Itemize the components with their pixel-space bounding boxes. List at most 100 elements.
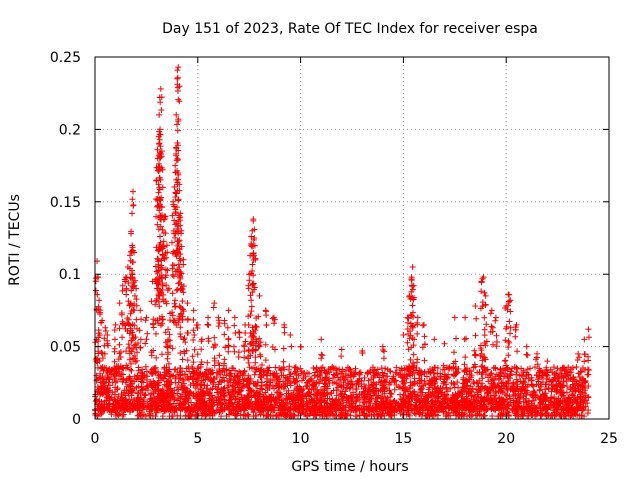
data-point (175, 170, 182, 177)
data-point (110, 406, 117, 413)
data-point (266, 395, 273, 402)
data-point (536, 401, 543, 408)
data-point (147, 369, 154, 376)
data-point (118, 311, 125, 318)
data-point (330, 371, 337, 378)
data-point (165, 360, 172, 367)
data-point (159, 394, 166, 401)
data-point (483, 321, 490, 328)
data-point (150, 365, 157, 372)
data-point (505, 338, 512, 345)
data-point (411, 410, 418, 417)
data-point (461, 368, 468, 375)
data-point (386, 381, 393, 388)
data-point (528, 377, 535, 384)
data-point (229, 364, 236, 371)
data-point (277, 389, 284, 396)
data-point (253, 390, 260, 397)
data-point (383, 399, 390, 406)
data-point (370, 372, 377, 379)
data-point (127, 381, 134, 388)
data-point (252, 359, 259, 366)
data-point (582, 351, 589, 358)
data-point (482, 356, 489, 363)
data-point (175, 116, 182, 123)
data-point (401, 379, 408, 386)
data-point (182, 384, 189, 391)
data-point-peak (359, 347, 366, 354)
data-point (181, 371, 188, 378)
data-point (118, 391, 125, 398)
data-point (347, 384, 354, 391)
data-point (421, 333, 428, 340)
data-point (337, 391, 344, 398)
x-tick-label: 20 (497, 431, 515, 447)
data-point (323, 370, 330, 377)
data-point (267, 379, 274, 386)
data-point (245, 353, 252, 360)
data-point-peak (205, 314, 212, 321)
data-point (253, 324, 260, 331)
data-point (502, 357, 509, 364)
data-point (174, 390, 181, 397)
data-point (224, 402, 231, 409)
data-point (114, 378, 121, 385)
data-point (311, 372, 318, 379)
data-point (116, 325, 123, 332)
data-point (286, 413, 293, 420)
data-point (226, 407, 233, 414)
data-point (166, 331, 173, 338)
data-point-peak (262, 307, 269, 314)
data-point (246, 277, 253, 284)
data-point (120, 371, 127, 378)
data-point (147, 396, 154, 403)
data-point-peak (157, 85, 164, 92)
data-point (368, 395, 375, 402)
data-point (329, 379, 336, 386)
data-point (582, 394, 589, 401)
data-point (310, 381, 317, 388)
data-point (524, 404, 531, 411)
data-point-peak (231, 314, 238, 321)
data-point (499, 365, 506, 372)
data-point (190, 359, 197, 366)
data-point (203, 411, 210, 418)
data-point (145, 383, 152, 390)
data-point (311, 408, 318, 415)
data-point (319, 412, 326, 419)
data-point (177, 286, 184, 293)
data-point (424, 412, 431, 419)
data-point (125, 279, 132, 286)
data-point (186, 368, 193, 375)
data-point-peak (297, 343, 304, 350)
data-point (298, 386, 305, 393)
data-point (177, 372, 184, 379)
data-point-peak (503, 303, 510, 310)
data-point (229, 383, 236, 390)
data-point (210, 409, 217, 416)
data-point (407, 372, 414, 379)
data-point (159, 316, 166, 323)
data-point (503, 325, 510, 332)
data-point (470, 401, 477, 408)
data-point (191, 331, 198, 338)
data-point (224, 324, 231, 331)
data-point (97, 390, 104, 397)
data-point (345, 380, 352, 387)
x-tick-label: 0 (91, 431, 100, 447)
data-point (356, 396, 363, 403)
data-point (529, 382, 536, 389)
data-point (176, 98, 183, 105)
data-point (159, 286, 166, 293)
data-point-peak (198, 336, 205, 343)
data-point (498, 410, 505, 417)
data-point (184, 375, 191, 382)
data-point (200, 373, 207, 380)
data-point (506, 318, 513, 325)
data-point-peak (116, 300, 123, 307)
data-point (543, 410, 550, 417)
data-point (313, 379, 320, 386)
data-point (173, 190, 180, 197)
data-point (117, 397, 124, 404)
